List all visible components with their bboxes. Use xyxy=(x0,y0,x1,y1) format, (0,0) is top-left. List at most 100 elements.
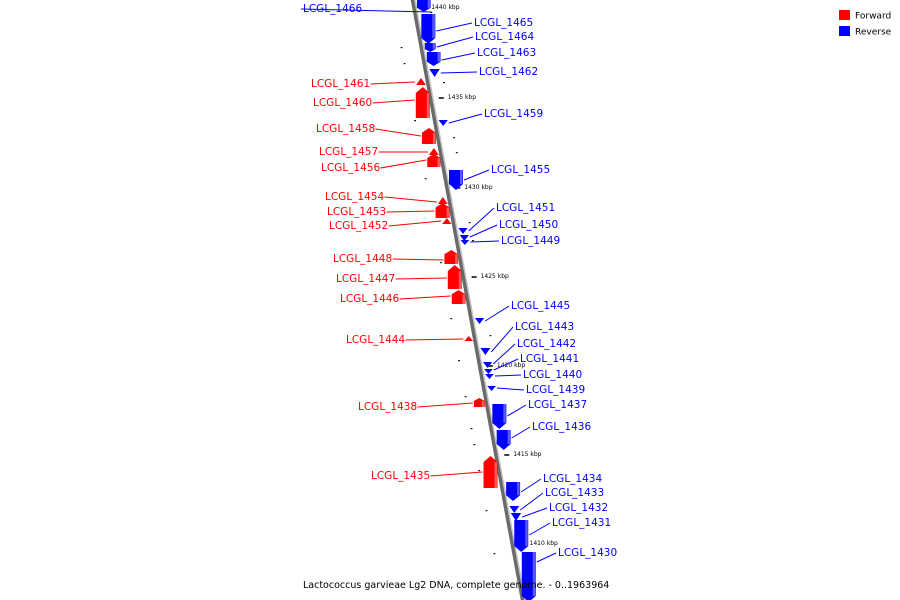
gene-glyph[interactable] xyxy=(416,78,426,85)
gene-label-lcgl-1463[interactable]: LCGL_1463 xyxy=(477,47,536,59)
gene-glyph[interactable] xyxy=(428,148,439,155)
gene-glyph[interactable] xyxy=(442,218,452,224)
gene-label-lcgl-1460[interactable]: LCGL_1460 xyxy=(313,97,372,109)
gene-glyph-shading xyxy=(458,271,462,289)
gene-label-lcgl-1450[interactable]: LCGL_1450 xyxy=(499,219,558,231)
gene-glyph[interactable] xyxy=(483,456,498,488)
gene-label-lcgl-1462[interactable]: LCGL_1462 xyxy=(479,66,538,78)
axis-dot-marker xyxy=(414,120,416,122)
gene-glyph[interactable] xyxy=(438,120,448,126)
scale-tick-label: 1435 kbp xyxy=(448,94,476,101)
gene-label-lcgl-1461[interactable]: LCGL_1461 xyxy=(311,78,370,90)
gene-glyph[interactable] xyxy=(437,197,448,204)
gene-leader-line xyxy=(492,343,516,365)
gene-glyph[interactable] xyxy=(444,250,459,264)
gene-glyph[interactable] xyxy=(464,336,474,341)
gene-glyph[interactable] xyxy=(421,128,436,144)
gene-glyph[interactable] xyxy=(449,170,463,190)
gene-label-lcgl-1445[interactable]: LCGL_1445 xyxy=(511,300,570,312)
gene-glyph[interactable] xyxy=(458,228,468,234)
gene-label-lcgl-1457[interactable]: LCGL_1457 xyxy=(319,146,378,158)
gene-glyph[interactable] xyxy=(506,482,521,501)
gene-glyph[interactable] xyxy=(509,506,520,513)
gene-label-lcgl-1451[interactable]: LCGL_1451 xyxy=(496,202,555,214)
gene-glyph[interactable] xyxy=(459,235,469,241)
gene-glyph[interactable] xyxy=(485,374,494,379)
gene-glyph-shading xyxy=(432,132,436,144)
gene-glyph[interactable] xyxy=(480,348,491,355)
axis-dot-marker xyxy=(400,47,403,49)
gene-label-lcgl-1444[interactable]: LCGL_1444 xyxy=(346,334,405,346)
gene-label-lcgl-1447[interactable]: LCGL_1447 xyxy=(336,273,395,285)
gene-label-lcgl-1466[interactable]: LCGL_1466 xyxy=(303,3,362,15)
gene-glyph[interactable] xyxy=(426,52,441,66)
gene-leader-line xyxy=(448,113,483,124)
gene-glyph[interactable] xyxy=(510,513,522,521)
axis-dot-marker xyxy=(424,178,427,180)
gene-glyph[interactable] xyxy=(521,552,536,600)
gene-label-lcgl-1439[interactable]: LCGL_1439 xyxy=(526,384,585,396)
gene-label-lcgl-1432[interactable]: LCGL_1432 xyxy=(549,502,608,514)
gene-leader-line xyxy=(436,36,474,48)
gene-glyph[interactable] xyxy=(429,69,440,77)
gene-label-lcgl-1453[interactable]: LCGL_1453 xyxy=(327,206,386,218)
backbone-line xyxy=(410,0,525,600)
gene-glyph-shading xyxy=(446,207,450,218)
gene-glyph[interactable] xyxy=(424,43,436,52)
gene-glyph[interactable] xyxy=(474,318,485,324)
scale-tick-label: 1420 kbp xyxy=(497,362,525,369)
gene-glyph[interactable] xyxy=(492,404,507,429)
gene-glyph[interactable] xyxy=(487,386,496,391)
gene-glyph[interactable] xyxy=(460,240,470,245)
gene-label-lcgl-1437[interactable]: LCGL_1437 xyxy=(528,399,587,411)
gene-label-lcgl-1442[interactable]: LCGL_1442 xyxy=(517,338,576,350)
gene-label-lcgl-1438[interactable]: LCGL_1438 xyxy=(358,401,417,413)
gene-label-lcgl-1455[interactable]: LCGL_1455 xyxy=(491,164,550,176)
gene-label-lcgl-1433[interactable]: LCGL_1433 xyxy=(545,487,604,499)
map-caption: Lactococcus garvieae Lg2 DNA, complete g… xyxy=(303,580,609,591)
gene-label-lcgl-1436[interactable]: LCGL_1436 xyxy=(532,421,591,433)
gene-glyph[interactable] xyxy=(447,265,462,289)
gene-label-lcgl-1465[interactable]: LCGL_1465 xyxy=(474,17,533,29)
axis-dot-marker xyxy=(430,12,433,14)
gene-glyph[interactable] xyxy=(484,369,493,374)
gene-label-lcgl-1464[interactable]: LCGL_1464 xyxy=(475,31,534,43)
gene-label-lcgl-1431[interactable]: LCGL_1431 xyxy=(552,517,611,529)
gene-glyph[interactable] xyxy=(415,87,430,118)
gene-label-lcgl-1459[interactable]: LCGL_1459 xyxy=(484,108,543,120)
gene-leader-line xyxy=(441,52,476,61)
gene-label-lcgl-1454[interactable]: LCGL_1454 xyxy=(325,191,384,203)
scale-ticks-group: 1440 kbp 1435 kbp 1430 kbp 1425 kbp 1420 kbp… xyxy=(400,4,558,577)
gene-glyph[interactable] xyxy=(473,398,485,407)
legend-reverse-label: Reverse xyxy=(855,28,892,38)
gene-label-lcgl-1456[interactable]: LCGL_1456 xyxy=(321,162,380,174)
gene-glyph[interactable] xyxy=(435,203,450,218)
gene-label-lcgl-1449[interactable]: LCGL_1449 xyxy=(501,235,560,247)
gene-label-lcgl-1430[interactable]: LCGL_1430 xyxy=(558,547,617,559)
gene-glyph[interactable] xyxy=(416,0,431,12)
gene-label-lcgl-1448[interactable]: LCGL_1448 xyxy=(333,253,392,265)
gene-leader-line xyxy=(484,305,510,322)
gene-label-lcgl-1446[interactable]: LCGL_1446 xyxy=(340,293,399,305)
gene-glyph-shading xyxy=(481,401,485,407)
gene-label-lcgl-1441[interactable]: LCGL_1441 xyxy=(520,353,579,365)
gene-glyph-shading xyxy=(432,43,436,49)
gene-glyph-shading xyxy=(503,404,506,423)
gene-glyph[interactable] xyxy=(482,362,493,368)
gene-label-lcgl-1452[interactable]: LCGL_1452 xyxy=(329,220,388,232)
gene-leader-line xyxy=(529,522,551,536)
gene-glyph[interactable] xyxy=(451,290,466,304)
gene-leader-line xyxy=(405,338,464,341)
gene-label-lcgl-1458[interactable]: LCGL_1458 xyxy=(316,123,375,135)
gene-label-lcgl-1443[interactable]: LCGL_1443 xyxy=(515,321,574,333)
gene-glyph[interactable] xyxy=(514,520,529,552)
gene-glyph[interactable] xyxy=(421,14,436,44)
gene-glyph[interactable] xyxy=(427,154,441,167)
gene-label-lcgl-1435[interactable]: LCGL_1435 xyxy=(371,470,430,482)
gene-label-lcgl-1440[interactable]: LCGL_1440 xyxy=(523,369,582,381)
axis-dot-marker xyxy=(464,396,467,398)
gene-glyph[interactable] xyxy=(496,430,511,450)
gene-label-lcgl-1434[interactable]: LCGL_1434 xyxy=(543,473,602,485)
gene-leader-line xyxy=(375,128,422,137)
